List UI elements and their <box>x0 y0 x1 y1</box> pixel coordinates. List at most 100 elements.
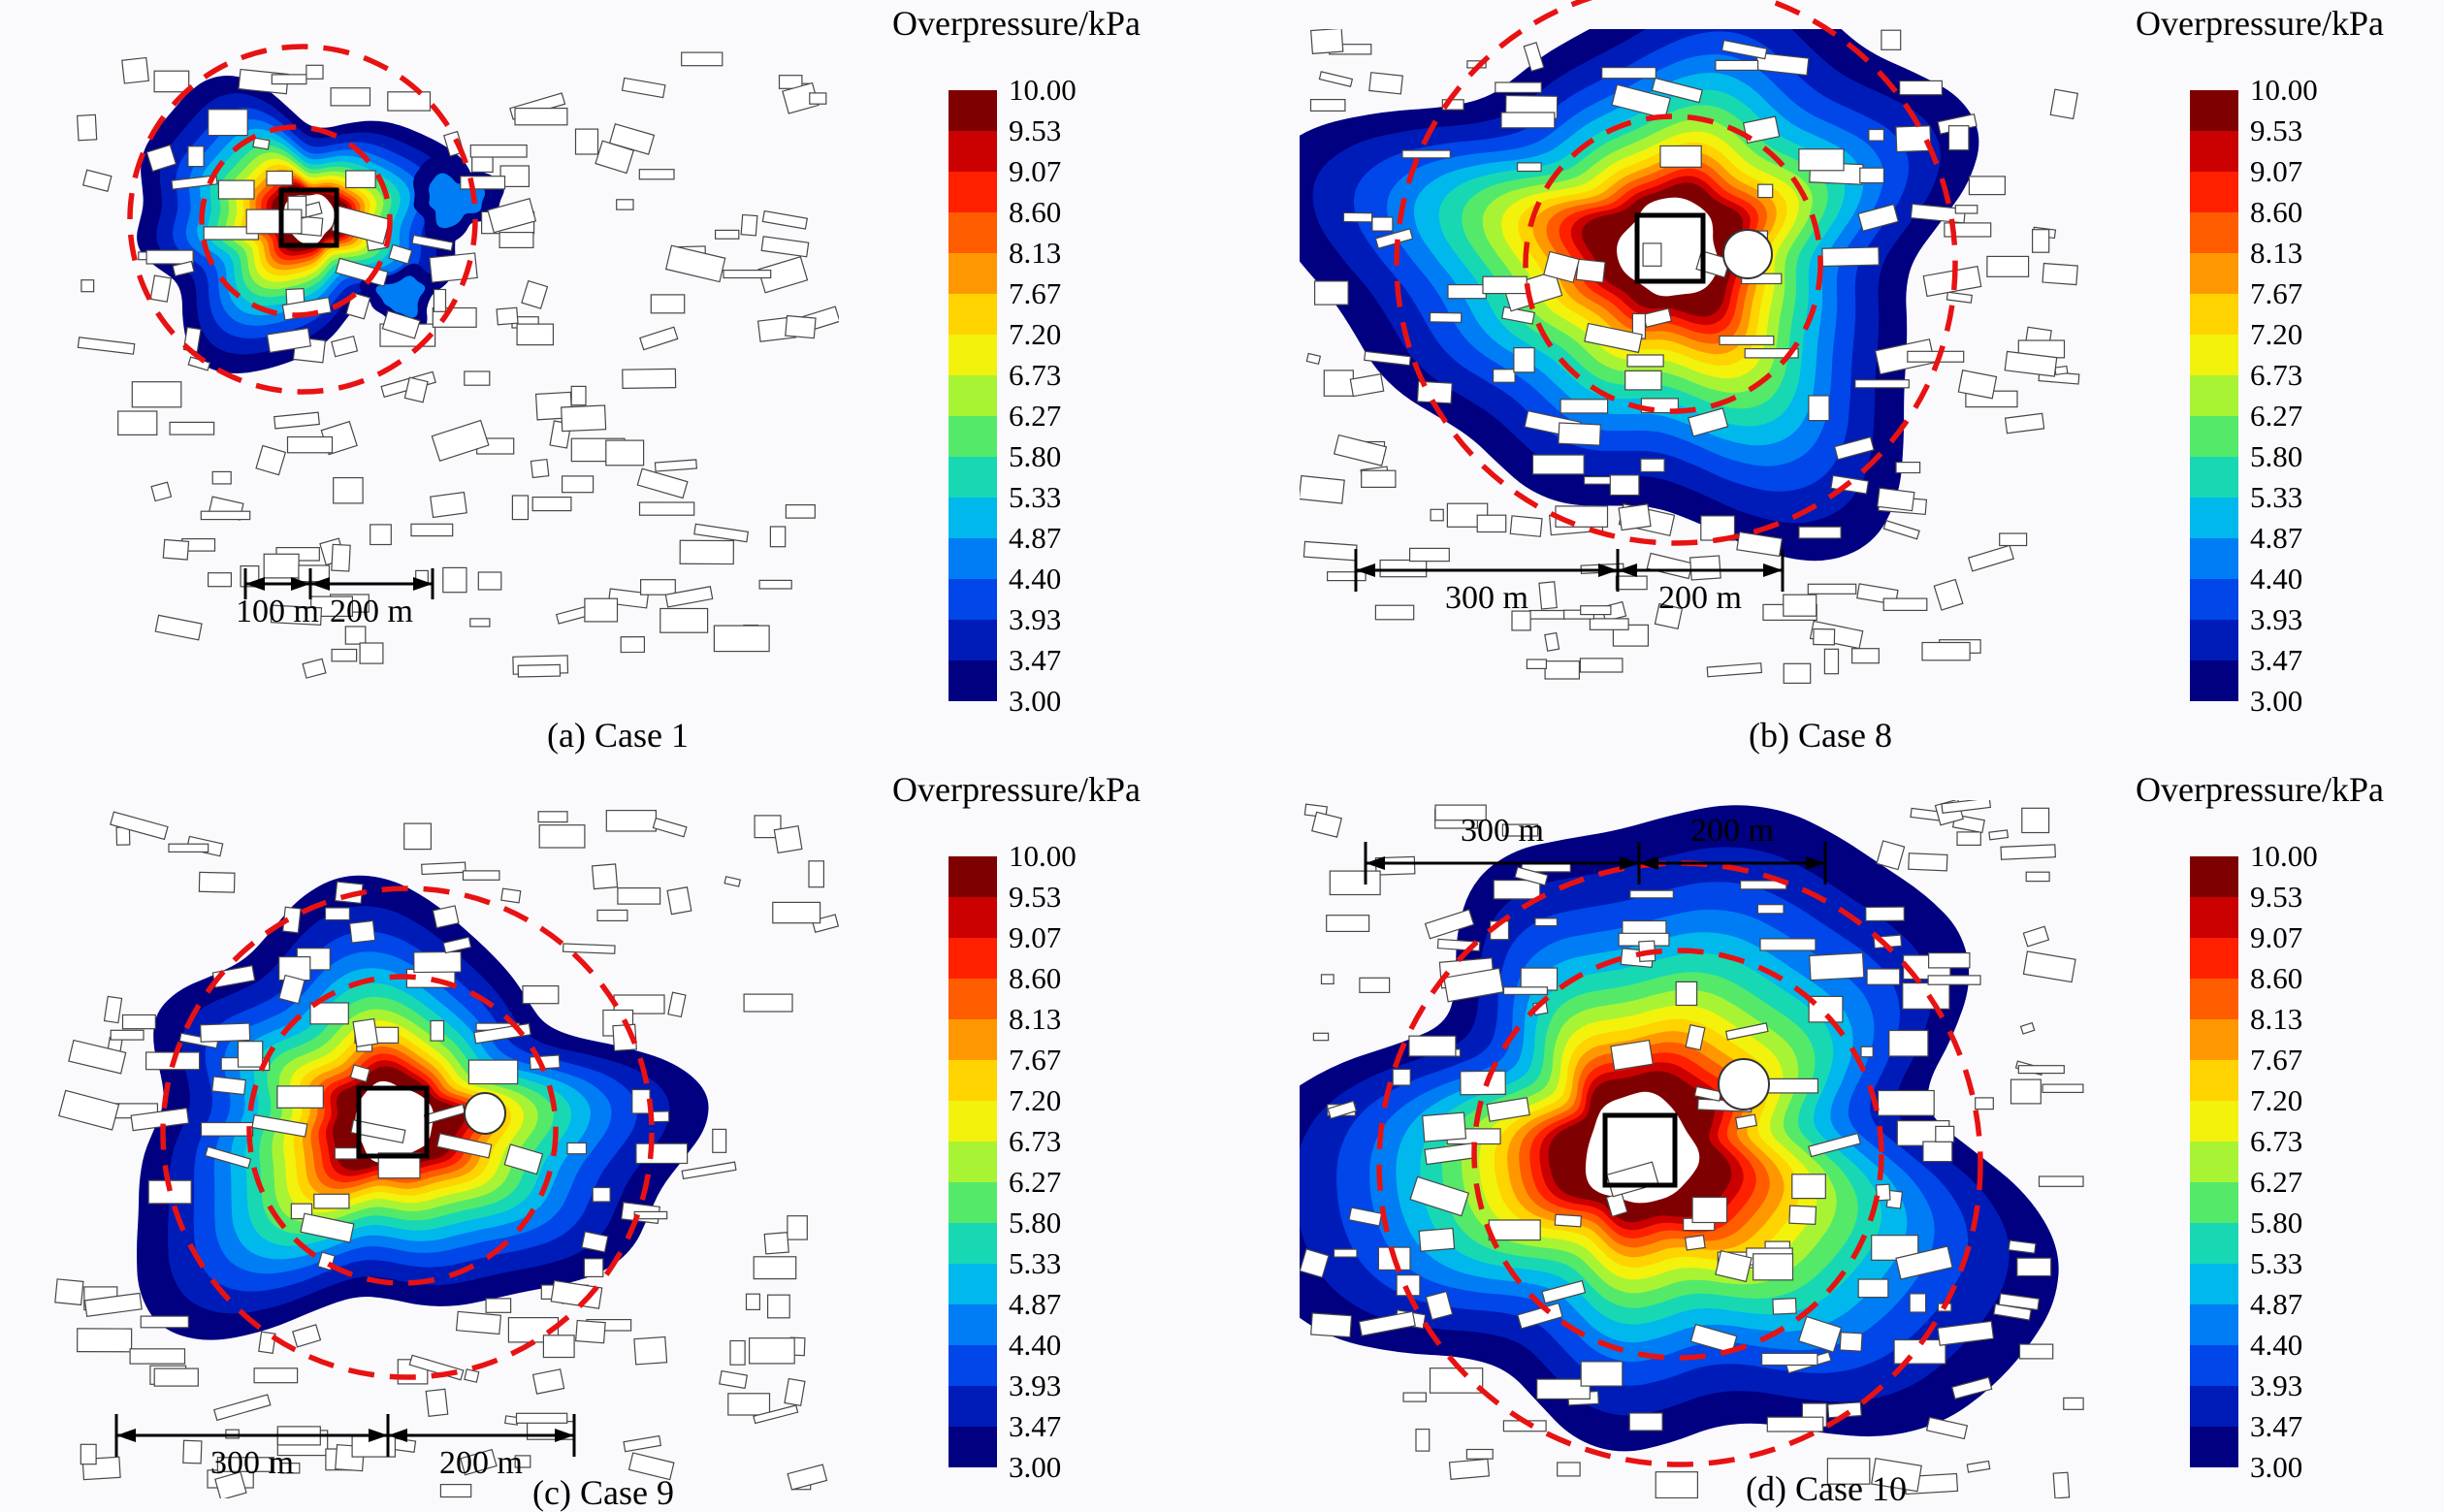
colorbar-ticks-a: 10.00 9.53 9.07 8.60 8.13 7.67 7.20 6.73 6.27 5.8… <box>1009 73 1106 718</box>
colorbar-title-b: Overpressure/kPa <box>2136 4 2384 43</box>
colorbar-segment <box>2190 294 2238 335</box>
buildings-layer <box>54 810 840 1498</box>
range-circle-c-1 <box>246 974 559 1286</box>
colorbar-segment <box>949 897 997 938</box>
colorbar-segment <box>2190 1223 2238 1264</box>
colorbar-segment <box>949 938 997 979</box>
range-circle-b-1 <box>1523 113 1823 414</box>
scale-label-a-1: 100 m <box>236 594 319 629</box>
panel-caption-c: (c) Case 9 <box>532 1473 674 1512</box>
colorbar-title-a: Overpressure/kPa <box>892 4 1141 43</box>
colorbar-tick-label: 6.73 <box>2250 1124 2303 1158</box>
colorbar-tick-label: 8.13 <box>1009 236 1062 270</box>
colorbar-segment <box>2190 1019 2238 1060</box>
colorbar-tick-label: 7.67 <box>1009 276 1062 310</box>
colorbar-tick-label: 5.33 <box>2250 480 2303 514</box>
scale-label-b-1: 300 m <box>1445 580 1528 616</box>
colorbar-segment <box>2190 498 2238 538</box>
storage-tank <box>464 1092 506 1135</box>
colorbar-tick-label: 3.00 <box>1009 1450 1062 1484</box>
colorbar-segment <box>2190 335 2238 375</box>
colorbar-b <box>2190 90 2238 701</box>
range-circle-a-2 <box>127 44 478 395</box>
colorbar-tick-label: 4.87 <box>2250 1287 2303 1321</box>
colorbar-tick-label: 7.20 <box>1009 1083 1062 1117</box>
colorbar-tick-label: 8.13 <box>2250 1002 2303 1036</box>
colorbar-tick-label: 6.73 <box>1009 358 1062 392</box>
colorbar-tick-label: 8.60 <box>2250 195 2303 229</box>
colorbar-segment <box>949 660 997 701</box>
colorbar-tick-label: 5.80 <box>2250 1206 2303 1239</box>
colorbar-segment <box>2190 856 2238 897</box>
source-square-a <box>278 187 339 248</box>
colorbar-segment <box>949 979 997 1019</box>
colorbar-tick-label: 5.80 <box>1009 439 1062 473</box>
colorbar-a <box>949 90 997 701</box>
colorbar-segment <box>949 1142 997 1182</box>
colorbar-segment <box>949 498 997 538</box>
colorbar-tick-label: 6.27 <box>2250 1165 2303 1199</box>
colorbar-segment <box>949 1060 997 1101</box>
colorbar-tick-label: 3.47 <box>1009 1409 1062 1443</box>
colorbar-segment <box>949 1019 997 1060</box>
buildings-layer <box>76 51 839 679</box>
colorbar-segment <box>2190 1345 2238 1386</box>
colorbar-tick-label: 3.93 <box>2250 1368 2303 1402</box>
colorbar-tick-label: 4.87 <box>2250 521 2303 555</box>
colorbar-segment <box>2190 1101 2238 1142</box>
colorbar-tick-label: 8.13 <box>1009 1002 1062 1036</box>
scale-bar <box>1364 842 1827 885</box>
source-square-b <box>1634 212 1706 284</box>
panel-d-map <box>1300 800 2084 1498</box>
colorbar-segment <box>949 1223 997 1264</box>
scale-bar <box>114 1414 576 1457</box>
colorbar-segment <box>2190 1264 2238 1304</box>
colorbar-segment <box>2190 131 2238 172</box>
colorbar-segment <box>2190 1060 2238 1101</box>
scale-bar <box>243 568 434 599</box>
colorbar-segment <box>2190 897 2238 938</box>
colorbar-tick-label: 3.00 <box>2250 684 2303 718</box>
colorbar-c <box>949 856 997 1467</box>
colorbar-tick-label: 7.67 <box>2250 276 2303 310</box>
colorbar-tick-label: 6.73 <box>2250 358 2303 392</box>
range-circle-d-1 <box>1471 948 1884 1361</box>
colorbar-tick-label: 3.47 <box>2250 643 2303 677</box>
colorbar-tick-label: 4.87 <box>1009 1287 1062 1321</box>
colorbar-tick-label: 3.93 <box>2250 602 2303 636</box>
colorbar-tick-label: 5.33 <box>2250 1246 2303 1280</box>
colorbar-segment <box>949 90 997 131</box>
colorbar-segment <box>2190 172 2238 212</box>
colorbar-segment <box>2190 375 2238 416</box>
colorbar-tick-label: 10.00 <box>1009 839 1077 873</box>
colorbar-tick-label: 9.07 <box>1009 154 1062 188</box>
scale-label-c-2: 200 m <box>439 1445 523 1481</box>
colorbar-tick-label: 5.33 <box>1009 480 1062 514</box>
colorbar-tick-label: 8.60 <box>1009 961 1062 995</box>
colorbar-tick-label: 10.00 <box>2250 73 2318 107</box>
colorbar-segment <box>949 1182 997 1223</box>
colorbar-segment <box>949 1101 997 1142</box>
scale-label-a-2: 200 m <box>330 594 413 629</box>
blast-contour <box>137 875 709 1340</box>
colorbar-segment <box>2190 660 2238 701</box>
colorbar-segment <box>949 1386 997 1427</box>
colorbar-segment <box>2190 538 2238 579</box>
colorbar-segment <box>949 416 997 457</box>
colorbar-tick-label: 6.27 <box>2250 399 2303 433</box>
colorbar-segment <box>949 172 997 212</box>
panel-caption-b: (b) Case 8 <box>1749 716 1892 755</box>
colorbar-tick-label: 7.20 <box>2250 317 2303 351</box>
scale-label-d-1: 300 m <box>1461 813 1544 849</box>
colorbar-tick-label: 3.00 <box>1009 684 1062 718</box>
range-circle-d-2 <box>1376 860 1983 1467</box>
panel-a-map <box>76 51 839 679</box>
storage-tank <box>1718 1058 1770 1110</box>
colorbar-segment <box>949 253 997 294</box>
colorbar-segment <box>2190 212 2238 253</box>
storage-tank <box>1722 229 1773 279</box>
panel-caption-d: (d) Case 10 <box>1746 1469 1907 1508</box>
scale-label-c-1: 300 m <box>210 1445 294 1481</box>
